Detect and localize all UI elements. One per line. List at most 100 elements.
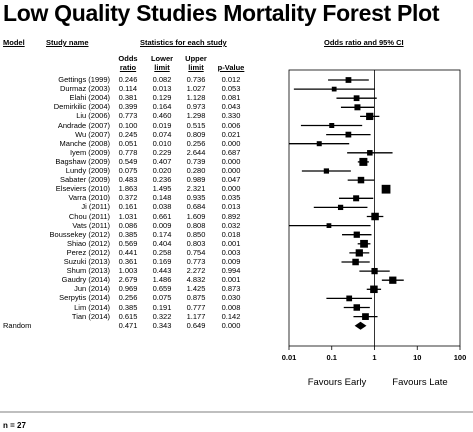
study-lower-value: 0.013 [152,84,172,94]
lower-limit-column-header: Lower limit [145,54,179,72]
study-point-marker [355,249,363,257]
study-point-marker [346,295,353,302]
study-or-value: 0.441 [118,247,138,257]
study-or-value: 0.483 [118,175,138,185]
study-p-value: 0.081 [221,93,241,103]
study-lower-value: 0.074 [152,129,172,139]
study-point-marker [371,267,378,275]
study-name-column-header: Study name [46,38,89,47]
study-name-label: Durmaz (2003) [59,84,110,94]
x-tick-label: 10 [413,353,421,362]
study-upper-value: 1.128 [186,93,206,103]
study-lower-value: 0.169 [152,257,172,266]
study-name-label: Liu (2006) [76,111,110,121]
study-upper-value: 0.256 [186,138,206,148]
x-tick-label: 0.1 [327,353,337,362]
favours-late-label: Favours Late [392,377,447,388]
study-or-value: 0.969 [118,284,138,294]
study-p-value: 0.013 [221,202,241,212]
odds-ratio-header-line2: ratio [119,63,137,72]
model-label: Random [3,320,32,330]
study-or-value: 2.679 [118,275,138,285]
pooled-lower-value: 0.343 [152,320,172,330]
study-name-label: Shum (2013) [66,266,110,276]
odds-ratio-header-line1: Odds [118,54,138,63]
study-lower-value: 0.229 [152,147,172,157]
study-name-label: Serpytis (2014) [59,293,110,303]
study-upper-value: 0.989 [186,175,206,185]
study-or-value: 1.031 [118,211,138,221]
study-point-marker [360,239,368,248]
study-lower-value: 0.236 [152,175,172,185]
study-or-value: 0.773 [118,111,138,121]
p-value-column-header: p-Value [217,63,245,72]
study-upper-value: 2.272 [186,266,206,276]
study-name-label: Bagshaw (2009) [55,156,110,166]
study-upper-value: 0.773 [186,257,206,266]
study-upper-value: 1.298 [186,111,206,121]
study-name-label: Boussekey (2012) [49,229,110,239]
study-p-value: 0.006 [221,120,241,130]
study-or-value: 0.569 [118,238,138,248]
study-p-value: 0.043 [221,102,241,112]
study-upper-value: 0.515 [186,120,206,130]
study-or-value: 0.385 [118,229,138,239]
study-point-marker [353,95,360,102]
study-lower-value: 0.443 [152,266,172,276]
study-or-value: 0.100 [118,120,138,130]
study-name-label: Ji (2011) [81,202,110,212]
statistics-header: Statistics for each study [140,38,227,47]
study-lower-value: 0.020 [152,166,172,175]
chart-title: Low Quality Studies Mortality Forest Plo… [3,0,440,26]
study-name-label: Gettings (1999) [58,75,110,84]
study-name-label: Varra (2010) [68,193,110,203]
upper-limit-header-line2: limit [188,63,204,72]
study-lower-value: 0.322 [152,311,172,321]
study-point-marker [381,184,391,194]
study-upper-value: 2.644 [186,147,206,157]
study-name-label: Manche (2008) [59,138,110,148]
study-lower-value: 0.404 [152,238,172,248]
study-lower-value: 0.460 [152,111,172,121]
study-upper-value: 0.754 [186,247,206,257]
study-name-label: Perez (2012) [66,247,110,257]
study-upper-value: 0.777 [186,302,206,312]
odds-ratio-ci-header: Odds ratio and 95% CI [324,38,404,47]
study-p-value: 0.000 [221,138,241,148]
x-tick-label: 0.01 [282,353,297,362]
study-lower-value: 0.038 [152,202,172,212]
study-lower-value: 0.407 [152,156,172,166]
study-name-label: Iyem (2009) [69,147,110,157]
study-name-label: Lim (2014) [74,302,110,312]
study-point-marker [323,168,330,174]
study-upper-value: 1.177 [186,311,206,321]
study-upper-value: 0.803 [186,238,206,248]
study-lower-value: 0.174 [152,229,172,239]
lower-limit-header-line2: limit [154,63,170,72]
study-name-label: Elahi (2004) [69,93,110,103]
study-name-label: Vats (2011) [72,220,110,230]
study-point-marker [337,204,344,211]
study-name-label: Suzuki (2013) [63,257,110,266]
study-name-label: Andrade (2007) [57,120,110,130]
study-or-value: 0.615 [118,311,138,321]
study-point-marker [389,276,397,284]
upper-limit-column-header: Upper limit [179,54,213,72]
study-name-label: Elseviers (2010) [55,184,110,194]
study-upper-value: 0.850 [186,229,206,239]
study-or-value: 0.114 [118,84,138,94]
pooled-upper-value: 0.649 [186,320,206,330]
study-point-marker [352,258,359,266]
study-point-marker [316,141,322,147]
study-point-marker [362,313,369,320]
study-upper-value: 4.832 [186,275,206,285]
study-point-marker [371,212,379,221]
study-or-value: 0.256 [118,293,138,303]
study-lower-value: 0.659 [152,284,172,294]
study-upper-value: 0.808 [186,220,206,230]
study-p-value: 0.012 [221,75,241,84]
study-lower-value: 1.486 [152,275,172,285]
study-name-label: Jun (2014) [74,284,110,294]
study-p-value: 0.873 [221,284,241,294]
